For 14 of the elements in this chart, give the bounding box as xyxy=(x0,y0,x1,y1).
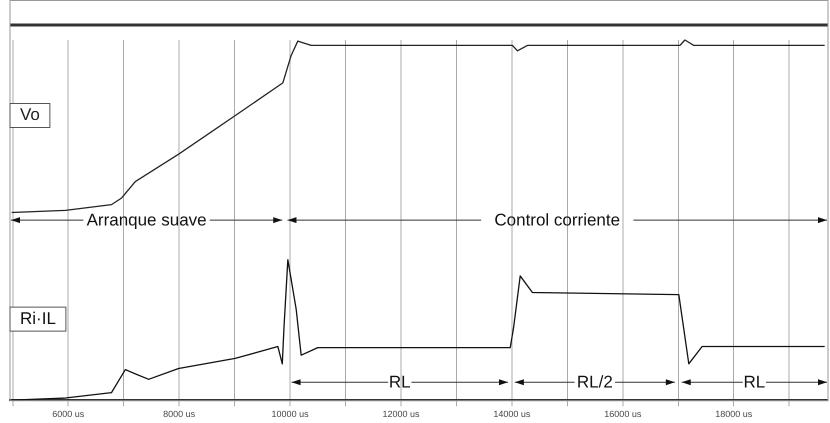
x-tick-label: 10000 us xyxy=(272,409,310,420)
x-tick-label: 18000 us xyxy=(715,409,753,420)
annotation: Control corriente xyxy=(494,210,620,230)
x-tick-label: 12000 us xyxy=(382,409,420,420)
annotation: Arranque suave xyxy=(86,210,207,230)
x-tick-label: 16000 us xyxy=(604,409,642,420)
x-tick-label: 6000 us xyxy=(52,409,85,420)
x-tick-label: 14000 us xyxy=(493,409,531,420)
annotation: RL xyxy=(388,372,411,392)
annotation: RL xyxy=(744,372,766,392)
text: Ri·IL xyxy=(20,308,56,328)
x-tick-label: 8000 us xyxy=(163,409,196,420)
annotation: RL/2 xyxy=(576,372,613,392)
text: Vo xyxy=(20,105,40,124)
